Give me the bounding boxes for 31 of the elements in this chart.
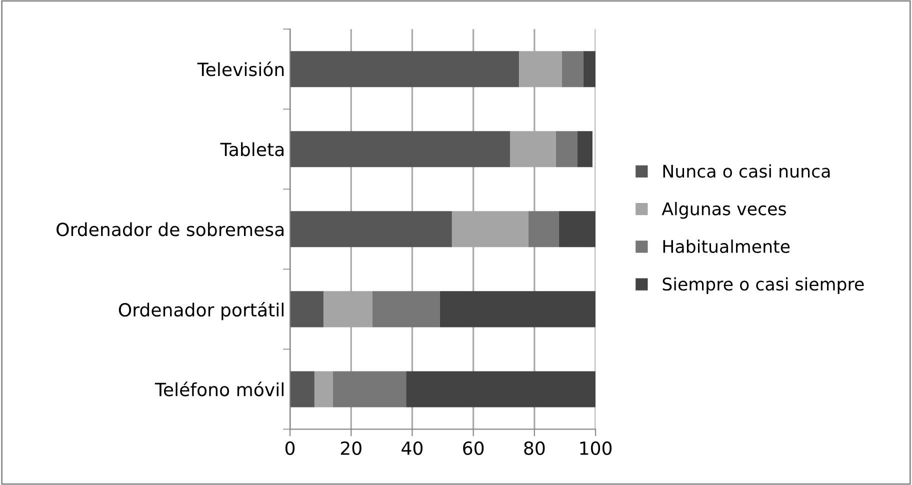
bar [556,131,578,168]
x-tick-label: 80 [524,441,545,456]
x-tick-label: 60 [463,441,484,456]
bar [290,131,510,168]
bar [332,371,406,408]
y-tick-label: Ordenador de sobremesa [56,222,284,236]
bar [290,291,324,328]
bar [583,51,596,88]
bar [558,211,596,248]
bar [562,51,584,88]
y-tick-label: Teléfono móvil [154,382,284,396]
bar [290,51,520,88]
bar [440,291,596,328]
y-tick-label: Tableta [220,142,284,156]
y-tick-label: Televisión [197,62,284,76]
y-tick-label: Ordenador portátil [118,302,284,320]
x-tick-label: 40 [402,441,423,456]
bar [372,291,440,328]
legend-label: Siempre o casi siempre [662,277,864,294]
bar [406,371,596,408]
legend-label: Algunas veces [662,202,786,219]
legend-label: Habitualmente [663,240,790,254]
bar [290,211,452,248]
legend-label: Nunca o casi nunca [663,164,830,178]
bar [314,371,333,408]
x-tick-label: 0 [285,441,295,456]
bar [290,371,314,408]
bar [577,131,592,168]
x-tick-label: 20 [340,441,362,456]
x-tick-label: 100 [580,441,612,456]
bar [528,211,559,248]
